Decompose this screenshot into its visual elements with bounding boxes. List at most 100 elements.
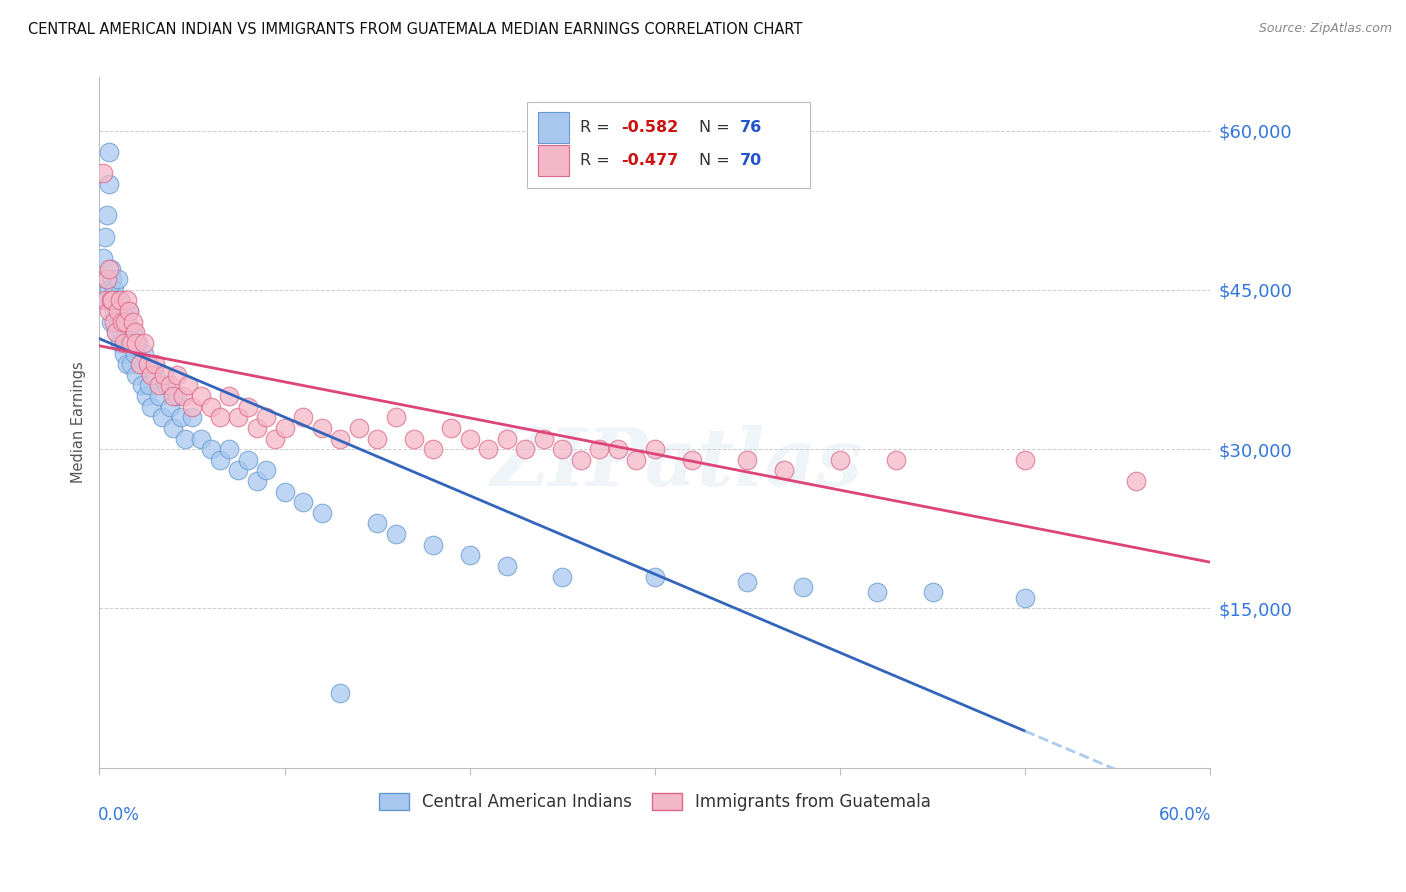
Point: [148, 389, 170, 403]
Point: [97, 177, 120, 191]
Point: [626, 452, 648, 467]
Point: [118, 335, 141, 350]
Point: [384, 410, 406, 425]
Text: CENTRAL AMERICAN INDIAN VS IMMIGRANTS FROM GUATEMALA MEDIAN EARNINGS CORRELATION: CENTRAL AMERICAN INDIAN VS IMMIGRANTS FR…: [28, 22, 803, 37]
Point: [97, 261, 120, 276]
Point: [458, 432, 481, 446]
Point: [132, 335, 155, 350]
Point: [143, 368, 166, 382]
Text: R =: R =: [581, 120, 616, 136]
Point: [681, 452, 703, 467]
Point: [533, 432, 555, 446]
Point: [173, 432, 195, 446]
Point: [495, 432, 517, 446]
Point: [125, 368, 148, 382]
Point: [273, 421, 295, 435]
Point: [121, 315, 143, 329]
Point: [644, 442, 666, 456]
Point: [311, 506, 333, 520]
Point: [737, 574, 759, 589]
Point: [155, 378, 177, 392]
Point: [422, 538, 444, 552]
Point: [181, 400, 204, 414]
Point: [105, 326, 128, 340]
Point: [114, 315, 136, 329]
Text: 0.0%: 0.0%: [98, 805, 141, 823]
Point: [246, 474, 269, 488]
Point: [94, 293, 117, 308]
Point: [458, 549, 481, 563]
Text: ZIPatlas: ZIPatlas: [491, 425, 863, 503]
Text: Source: ZipAtlas.com: Source: ZipAtlas.com: [1258, 22, 1392, 36]
Point: [404, 432, 426, 446]
Point: [329, 432, 352, 446]
Point: [153, 368, 176, 382]
Point: [96, 209, 118, 223]
Point: [96, 272, 118, 286]
Point: [97, 304, 120, 318]
Point: [366, 516, 388, 531]
Point: [159, 400, 181, 414]
Point: [118, 304, 141, 318]
Point: [108, 293, 131, 308]
Point: [606, 442, 628, 456]
Point: [170, 410, 193, 425]
Point: [97, 283, 120, 297]
Point: [828, 452, 851, 467]
Point: [112, 346, 135, 360]
Text: -0.582: -0.582: [621, 120, 679, 136]
Point: [108, 335, 131, 350]
Point: [100, 315, 122, 329]
Point: [91, 251, 114, 265]
Point: [273, 484, 295, 499]
Point: [866, 585, 889, 599]
Point: [440, 421, 463, 435]
Point: [112, 315, 135, 329]
Point: [124, 346, 146, 360]
Point: [1014, 591, 1036, 605]
Point: [97, 145, 120, 159]
Point: [773, 463, 796, 477]
Point: [107, 315, 129, 329]
Bar: [538, 112, 569, 144]
Point: [236, 452, 259, 467]
Point: [246, 421, 269, 435]
Point: [200, 442, 222, 456]
Point: [226, 410, 249, 425]
Point: [112, 335, 135, 350]
Point: [551, 569, 574, 583]
Point: [108, 293, 131, 308]
Point: [292, 410, 315, 425]
Point: [166, 389, 188, 403]
Point: [477, 442, 499, 456]
Point: [792, 580, 814, 594]
FancyBboxPatch shape: [527, 102, 810, 188]
Point: [96, 293, 118, 308]
Point: [111, 326, 134, 340]
Point: [135, 389, 157, 403]
Point: [921, 585, 943, 599]
Legend: Central American Indians, Immigrants from Guatemala: Central American Indians, Immigrants fro…: [373, 787, 938, 818]
Point: [100, 293, 122, 308]
Point: [101, 293, 124, 308]
Point: [94, 272, 117, 286]
Point: [159, 378, 181, 392]
Point: [884, 452, 907, 467]
Point: [329, 686, 352, 700]
Text: R =: R =: [581, 153, 616, 168]
Point: [515, 442, 537, 456]
Point: [1125, 474, 1147, 488]
Point: [105, 326, 128, 340]
Point: [190, 389, 212, 403]
Point: [551, 442, 574, 456]
Point: [136, 357, 159, 371]
Point: [254, 463, 277, 477]
Point: [105, 293, 128, 308]
Point: [125, 335, 148, 350]
Point: [121, 326, 143, 340]
Text: 70: 70: [741, 153, 762, 168]
Point: [177, 378, 200, 392]
Point: [264, 432, 287, 446]
Point: [292, 495, 315, 509]
Point: [103, 304, 125, 318]
